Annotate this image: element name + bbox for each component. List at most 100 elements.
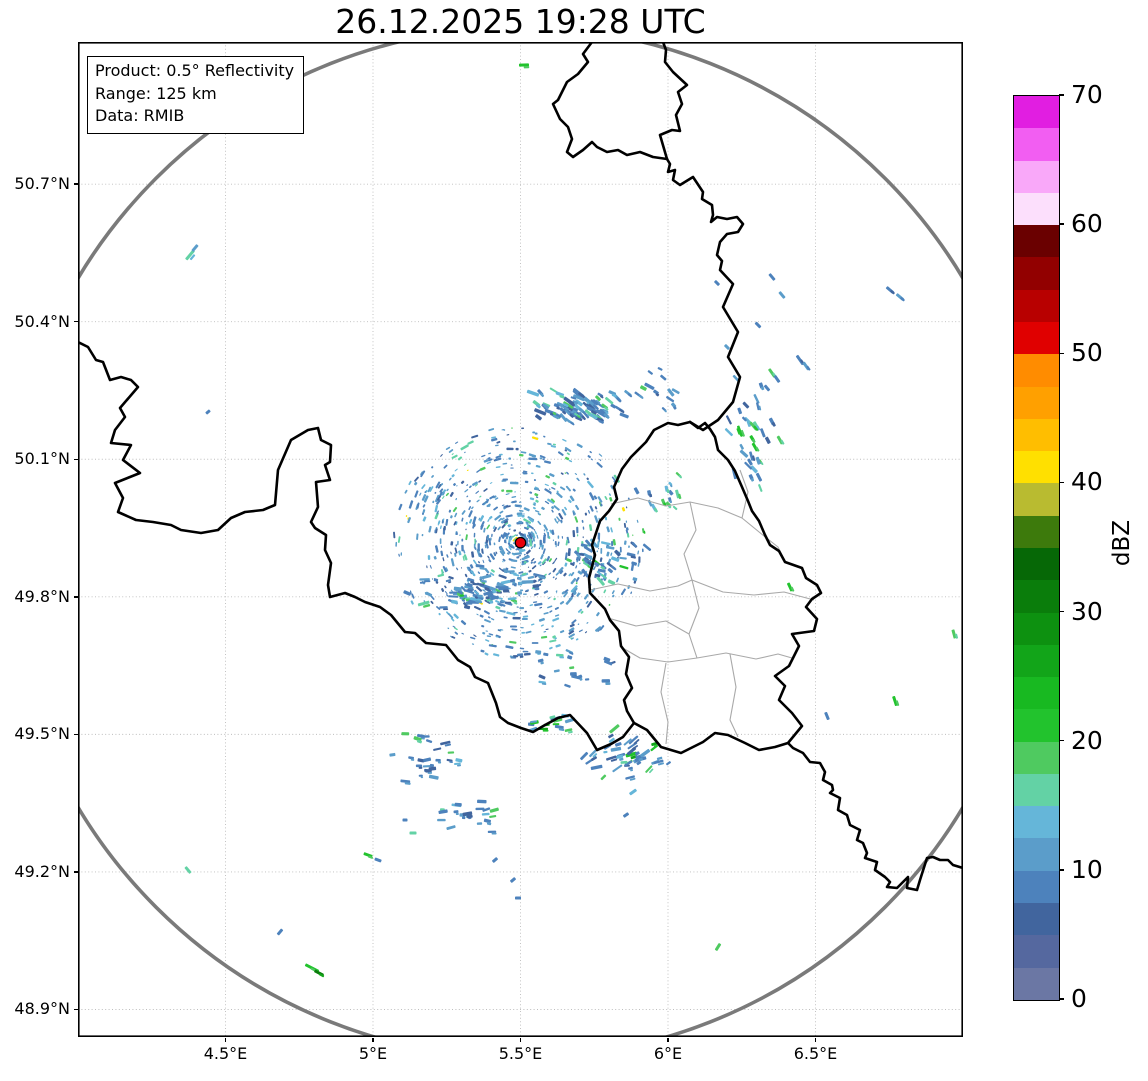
echo-streak — [495, 636, 499, 638]
echo-streak — [493, 542, 496, 546]
echo-streak — [368, 855, 373, 859]
echo-streak — [503, 520, 508, 524]
echo-streak — [455, 532, 458, 536]
echo-streak — [666, 761, 671, 766]
echo-streak — [460, 480, 465, 484]
echo-streak — [479, 515, 485, 522]
echo-streak — [493, 526, 497, 532]
echo-streak — [413, 736, 422, 742]
echo-streak — [546, 530, 549, 534]
echo-streak — [593, 542, 599, 548]
echo-streak — [509, 655, 514, 658]
echo-streak — [414, 490, 419, 498]
echo-streak — [487, 518, 490, 522]
echo-streak — [409, 831, 417, 835]
echo-streak — [423, 603, 431, 608]
echo-streak — [505, 493, 510, 496]
echo-streak — [611, 476, 616, 482]
echo-streak — [555, 590, 558, 592]
echo-streak — [523, 513, 525, 515]
echo-streak — [663, 409, 667, 413]
echo-streak — [529, 531, 532, 535]
echo-streak — [511, 427, 513, 429]
echo-streak — [569, 666, 575, 670]
echo-streak — [628, 735, 639, 745]
echo-streak — [500, 599, 506, 603]
echo-streak — [543, 529, 546, 532]
echo-streak — [475, 586, 483, 592]
echo-streak — [489, 600, 494, 604]
echo-streak — [558, 566, 564, 573]
echo-streak — [584, 512, 588, 516]
echo-streak — [443, 608, 449, 611]
echo-streak — [598, 453, 603, 457]
echo-streak — [604, 495, 608, 501]
echo-streak — [457, 540, 459, 546]
echo-streak — [747, 458, 753, 466]
echo-streak — [518, 548, 526, 553]
echo-streak — [502, 478, 508, 481]
echo-streak — [581, 415, 586, 421]
echo-streak — [575, 504, 580, 510]
echo-streak — [773, 375, 781, 383]
echo-streak — [580, 610, 584, 614]
echo-streak — [471, 643, 475, 645]
echo-streak — [525, 630, 532, 634]
echo-streak — [505, 567, 509, 571]
echo-streak — [610, 403, 617, 409]
echo-streak — [573, 591, 577, 596]
echo-streak — [533, 487, 539, 491]
echo-streak — [753, 394, 760, 404]
echo-streak — [439, 491, 443, 497]
echo-streak — [623, 540, 627, 545]
echo-streak — [582, 526, 585, 530]
echo-streak — [622, 812, 630, 818]
echo-streak — [505, 645, 514, 649]
echo-streak — [581, 519, 584, 523]
echo-streak — [486, 535, 488, 539]
echo-streak — [499, 609, 506, 613]
echo-streak — [539, 606, 543, 609]
echo-streak — [900, 297, 905, 302]
echo-streak — [495, 551, 498, 554]
echo-streak — [478, 553, 483, 558]
echo-streak — [511, 546, 515, 549]
echo-streak — [605, 396, 614, 405]
echo-streak — [476, 822, 483, 825]
echo-streak — [594, 561, 600, 567]
echo-streak — [480, 649, 485, 653]
echo-streak — [482, 631, 486, 635]
echo-streak — [598, 419, 604, 424]
x-tick-label: 5.5°E — [498, 1044, 543, 1063]
echo-streak — [606, 551, 610, 557]
echo-streak — [552, 567, 557, 573]
echo-streak — [471, 551, 475, 558]
echo-streak — [450, 551, 452, 555]
echo-streak — [590, 410, 597, 415]
echo-streak — [404, 782, 411, 785]
echo-streak — [508, 457, 511, 460]
echo-streak — [568, 633, 575, 639]
echo-streak — [477, 799, 487, 804]
figure-title: 26.12.2025 19:28 UTC — [335, 2, 706, 41]
echo-streak — [538, 680, 546, 684]
echo-streak — [513, 601, 518, 605]
echo-streak — [498, 517, 502, 522]
echo-streak — [531, 472, 534, 475]
echo-streak — [455, 758, 463, 763]
echo-streak — [507, 597, 517, 601]
echo-streak — [533, 503, 536, 506]
echo-streak — [417, 600, 430, 607]
echo-streak — [508, 528, 511, 531]
echo-streak — [525, 521, 529, 525]
echo-streak — [512, 534, 517, 538]
x-tick-mark — [814, 1037, 817, 1042]
echo-streak — [515, 534, 519, 536]
colorbar-segment — [1014, 547, 1059, 581]
echo-streak — [608, 733, 614, 739]
echo-streak — [556, 592, 558, 594]
echo-streak — [551, 509, 554, 513]
echo-streak — [446, 488, 449, 492]
echo-streak — [541, 544, 544, 550]
echo-streak — [526, 534, 531, 540]
